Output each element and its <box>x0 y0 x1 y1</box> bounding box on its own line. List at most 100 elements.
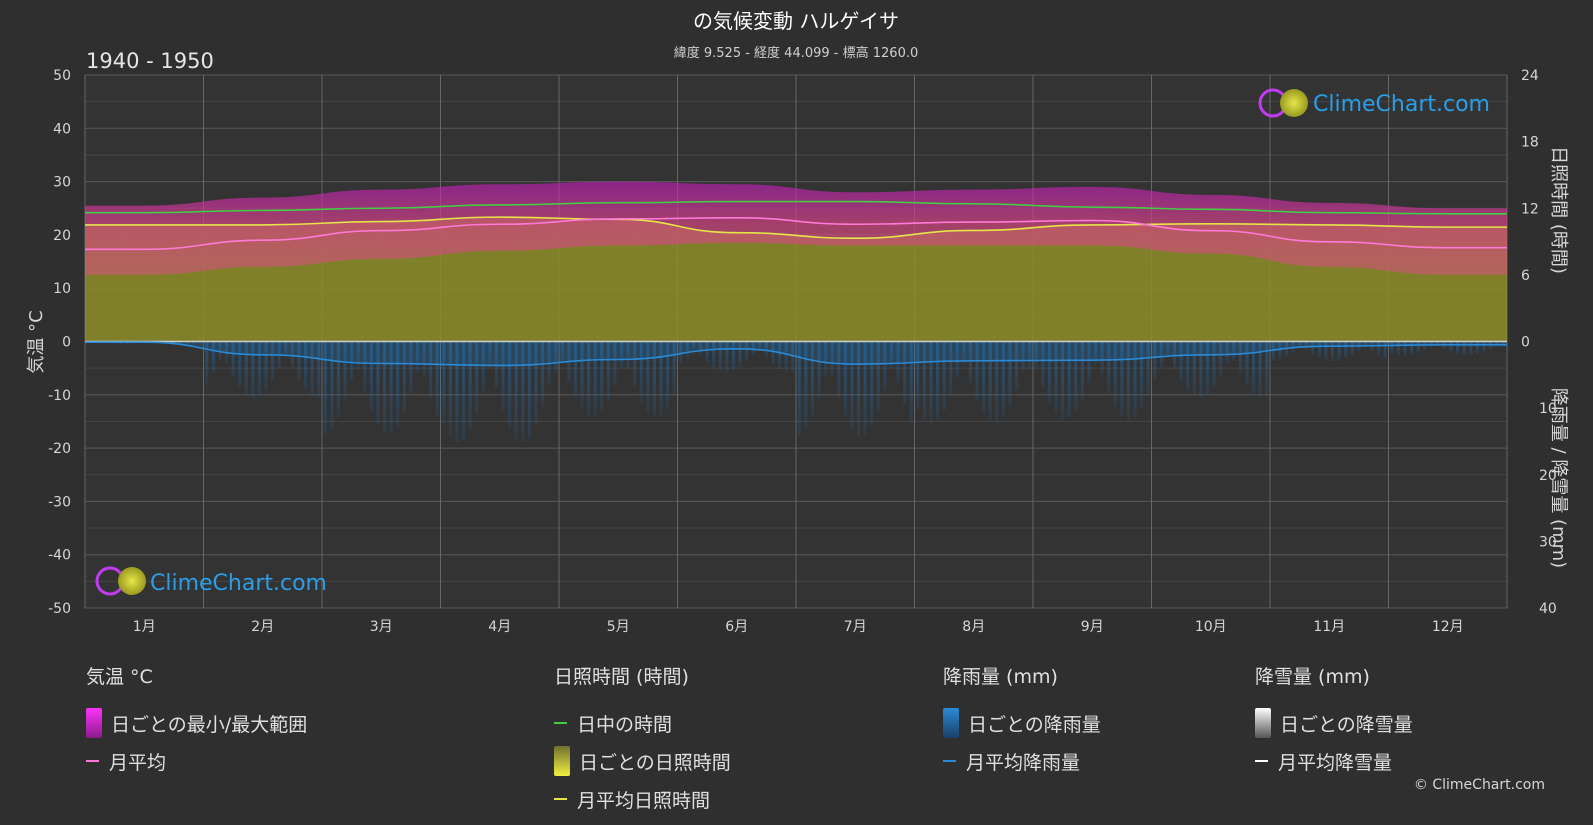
rain-bar <box>870 341 874 427</box>
rain-bar <box>1245 341 1249 385</box>
rain-bar <box>830 341 834 376</box>
month-tick-label: 3月 <box>370 619 393 635</box>
rain-bar <box>1291 341 1295 353</box>
rain-bar <box>758 341 762 351</box>
rain-bar <box>1186 341 1190 391</box>
legend-temp-mean: 月平均 <box>109 751 167 774</box>
legend-temperature: 気温 °C 日ごとの最小/最大範囲 月平均 <box>86 662 307 780</box>
rain-bar <box>666 341 670 409</box>
legend-rain-mean: 月平均降雨量 <box>966 751 1081 774</box>
rain-bar <box>613 341 617 386</box>
legend-sun-title: 日照時間 (時間) <box>554 666 689 688</box>
rain-bar <box>1153 341 1157 380</box>
legend-item: 日中の時間 <box>554 704 731 742</box>
rain-bar <box>1212 341 1216 387</box>
rain-bar <box>1331 341 1335 362</box>
rain-bar <box>304 341 308 390</box>
legend-rain-title: 降雨量 (mm) <box>943 666 1058 688</box>
legend-item: 日ごとの最小/最大範囲 <box>86 704 307 742</box>
rain-bar <box>389 341 393 434</box>
daylight-swatch <box>554 722 567 724</box>
rain-bar <box>1258 341 1262 398</box>
rain-bar <box>1047 341 1051 403</box>
month-tick-label: 9月 <box>1081 619 1104 635</box>
left-tick-label: 50 <box>53 68 71 84</box>
rain-bar <box>218 341 222 360</box>
rain-bar <box>1126 341 1130 420</box>
rain-bar <box>1008 341 1012 407</box>
watermark-text-bottom: ClimeChart.com <box>150 571 327 596</box>
period-label: 1940 - 1950 <box>86 49 214 73</box>
rain-bar <box>1054 341 1058 414</box>
rain-bar <box>251 341 255 398</box>
rain-bar <box>1238 341 1242 374</box>
rain-bar <box>685 341 689 358</box>
rain-bar <box>369 341 373 411</box>
watermark-logo-top: ClimeChart.com <box>1258 88 1490 118</box>
rain-bar <box>297 341 301 381</box>
rain-bar <box>1298 341 1302 348</box>
rain-bar <box>442 341 446 423</box>
month-tick-label: 1月 <box>133 619 156 635</box>
rain-bar <box>501 341 505 411</box>
month-tick-label: 12月 <box>1432 619 1464 635</box>
rain-bar <box>817 341 821 399</box>
rain-bar <box>857 341 861 437</box>
rain-bar <box>573 341 577 398</box>
rain-bar <box>1159 341 1163 368</box>
left-tick-label: 30 <box>53 175 71 191</box>
rain-bar <box>343 341 347 401</box>
rain-mean-swatch <box>943 760 956 762</box>
rain-bar <box>244 341 248 395</box>
rain-bar <box>922 341 926 420</box>
rain-bar <box>1337 341 1341 361</box>
rain-bar <box>1041 341 1045 388</box>
rain-bar <box>731 341 735 371</box>
right-top-tick-label: 18 <box>1521 135 1539 151</box>
rain-bar <box>336 341 340 418</box>
legend-snow-title: 降雪量 (mm) <box>1255 666 1370 688</box>
rain-bar <box>396 341 400 427</box>
right-bottom-tick-label: 20 <box>1539 468 1557 484</box>
rain-bar <box>699 341 703 356</box>
chart-subtitle: 緯度 9.525 - 経度 44.099 - 標高 1260.0 <box>674 45 919 61</box>
chart-title: の気候変動 ハルゲイサ <box>693 9 899 33</box>
rain-bar <box>455 341 459 442</box>
rain-bar <box>837 341 841 399</box>
rain-bar <box>1080 341 1084 400</box>
rain-bar <box>330 341 334 430</box>
rain-bar <box>1436 341 1440 347</box>
legend-temp-title: 気温 °C <box>86 666 153 688</box>
rain-bar <box>955 341 959 378</box>
rain-bar <box>1113 341 1117 407</box>
daylight-line <box>85 200 1508 215</box>
rain-bar <box>1021 341 1025 372</box>
rain-bar <box>1416 341 1420 353</box>
rain-bar <box>1396 341 1400 356</box>
legend-rain: 降雨量 (mm) 日ごとの降雨量 月平均降雨量 <box>943 662 1101 780</box>
right-bottom-tick-label: 40 <box>1539 601 1557 617</box>
rain-bar <box>198 341 202 344</box>
rain-bar <box>1278 341 1282 360</box>
legend-item: 日ごとの降雨量 <box>943 704 1101 742</box>
rain-bar <box>712 341 716 368</box>
right-top-axis-label: 日照時間 (時間) <box>1548 146 1569 274</box>
rain-bar <box>982 341 986 414</box>
watermark-logo-bottom: ClimeChart.com <box>95 566 327 596</box>
rain-bar <box>738 341 742 368</box>
temp-range-band <box>85 181 1507 275</box>
legend-sunshine: 日照時間 (時間) 日中の時間 日ごとの日照時間 月平均日照時間 <box>554 662 731 818</box>
left-tick-label: 20 <box>53 228 71 244</box>
rain-bar <box>1456 341 1460 355</box>
rain-bar <box>1449 341 1453 353</box>
legend-sun-daily: 日ごとの日照時間 <box>579 751 731 774</box>
rain-bar <box>527 341 531 438</box>
rain-bar <box>409 341 413 395</box>
rain-bar <box>363 341 367 392</box>
rain-bar <box>1192 341 1196 397</box>
rain-bar <box>290 341 294 368</box>
rain-bar <box>554 341 558 372</box>
rain-daily-swatch <box>943 708 959 738</box>
watermark-text-top: ClimeChart.com <box>1313 92 1490 117</box>
rain-bar <box>876 341 880 412</box>
